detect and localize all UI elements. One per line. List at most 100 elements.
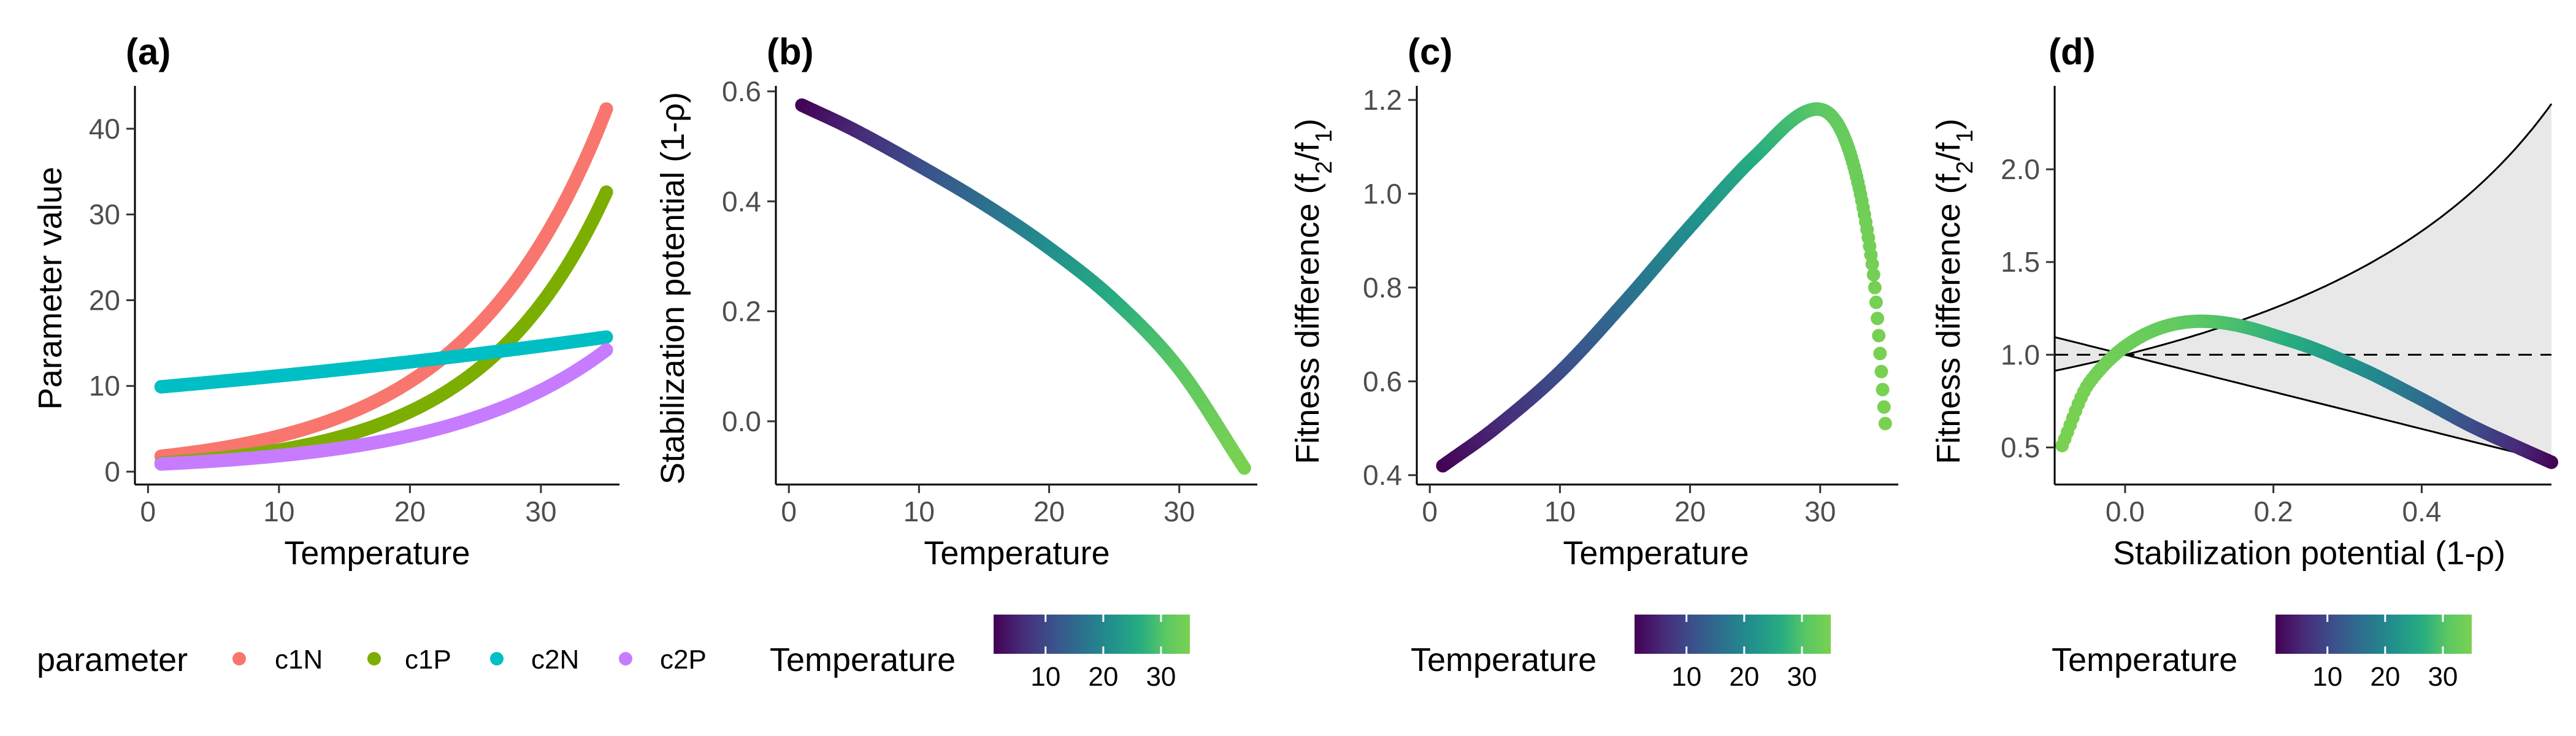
panel-b-colorbar-legend: Temperature 10 20 30 — [770, 615, 1190, 692]
panel-d-colorbar-tick-label: 30 — [2428, 662, 2458, 692]
panel-d-colorbar-tick-label: 10 — [2312, 662, 2342, 692]
panel-d-colorbar-tick-label: 20 — [2370, 662, 2400, 692]
panel-c-tag: (c) — [1408, 31, 1452, 72]
panel-a-y-tick-label: 30 — [89, 199, 120, 231]
data-point — [1872, 329, 1886, 343]
panel-d-x-tick-label: 0.4 — [2402, 496, 2441, 527]
panel-d-y-tick-label: 0.5 — [2001, 432, 2040, 464]
panel-d-x-tick-label: 0.2 — [2254, 496, 2293, 527]
panel-a-y-tick-label: 40 — [89, 113, 120, 145]
panel-c-colorbar — [1635, 615, 1831, 654]
panel-c-colorbar-legend: Temperature 10 20 30 — [1411, 615, 1831, 692]
panel-c-y-tick-label: 0.6 — [1363, 366, 1402, 397]
parameter-legend: parameter c1N c1P c2N c2P — [37, 642, 707, 678]
panel-c-colorbar-tick-label: 10 — [1671, 662, 1701, 692]
data-point — [1877, 400, 1891, 414]
series-c1N — [154, 102, 613, 463]
data-point — [1874, 364, 1888, 378]
panel-a-x-axis-title: Temperature — [284, 535, 470, 572]
panel-c-axes: 0 10 20 30 0.4 0.6 0.8 1.0 1.2 — [1363, 84, 1898, 527]
legend-key-c1P — [367, 652, 381, 665]
panel-b-x-tick-label: 20 — [1033, 496, 1065, 527]
panel-d-y-tick-label: 1.0 — [2001, 339, 2040, 370]
panel-d-tag: (d) — [2049, 31, 2096, 72]
panel-b-axes: 0 10 20 30 0.0 0.2 0.4 0.6 — [722, 75, 1257, 527]
panel-b-colorbar-title: Temperature — [770, 642, 956, 678]
panel-a-x-tick-label: 30 — [525, 496, 556, 527]
panel-b-plot-area — [795, 98, 1251, 475]
panel-c-colorbar-title: Temperature — [1411, 642, 1597, 678]
data-point — [1878, 416, 1892, 431]
panel-a-y-tick-label: 20 — [89, 284, 120, 316]
legend-label-c2P: c2P — [660, 645, 707, 675]
panel-a-tag: (a) — [126, 31, 171, 72]
parameter-legend-title: parameter — [37, 642, 188, 678]
panel-c-y-axis-title: Fitness difference (f2/f1) — [1289, 118, 1337, 464]
legend-key-c2P — [619, 652, 632, 665]
panel-b-y-tick-label: 0.4 — [722, 185, 761, 217]
panel-d-colorbar-legend: Temperature 10 20 30 — [2052, 615, 2472, 692]
upper-boundary-line — [2054, 103, 2553, 372]
data-point — [1868, 280, 1882, 294]
panel-d-y-axis-title: Fitness difference (f2/f1) — [1930, 118, 1978, 464]
panel-c-plot-area — [1436, 102, 1892, 473]
panel-c-y-tick-label: 0.8 — [1363, 272, 1402, 304]
panel-b-x-axis-title: Temperature — [924, 535, 1110, 572]
panel-a-y-tick-label: 0 — [104, 456, 120, 488]
panel-b-tag: (b) — [767, 31, 814, 72]
data-point — [1237, 461, 1251, 475]
panel-b-y-axis-title: Stabilization potential (1-ρ) — [654, 92, 691, 485]
data-point — [2055, 439, 2069, 453]
panel-a-x-tick-label: 0 — [140, 496, 156, 527]
panel-c-x-tick-label: 20 — [1674, 496, 1706, 527]
panel-b-colorbar-tick-label: 10 — [1030, 662, 1060, 692]
point-c1P — [599, 185, 613, 199]
panel-b-y-tick-label: 0.0 — [722, 405, 761, 437]
panel-c-y-tick-label: 1.0 — [1363, 178, 1402, 210]
panel-b-x-tick-label: 10 — [903, 496, 935, 527]
panel-c: (c) 0 10 20 30 0.4 0.6 0.8 1.0 1.2 Temperature F… — [1289, 31, 1898, 572]
legend-label-c1P: c1P — [405, 645, 451, 675]
panel-b-colorbar — [994, 615, 1190, 654]
panel-a-axes: 0 10 20 30 0 10 20 30 40 — [89, 86, 619, 527]
panel-b-x-tick-label: 30 — [1163, 496, 1195, 527]
panel-d-y-tick-label: 1.5 — [2001, 246, 2040, 278]
panel-a-y-tick-label: 10 — [89, 370, 120, 402]
panel-b-colorbar-tick-label: 20 — [1088, 662, 1118, 692]
panel-a-x-tick-label: 10 — [263, 496, 294, 527]
series-c2N — [154, 330, 613, 394]
panel-a-plot-area — [154, 102, 613, 471]
panel-c-x-tick-label: 30 — [1804, 496, 1836, 527]
legend-key-c1N — [232, 652, 246, 665]
panel-c-x-tick-label: 10 — [1544, 496, 1576, 527]
panel-c-y-tick-label: 1.2 — [1363, 84, 1402, 116]
data-point — [1873, 347, 1887, 361]
panel-b: (b) 0 10 20 30 0.0 0.2 0.4 0.6 Temperature Stab… — [654, 31, 1257, 572]
panel-d-y-tick-label: 2.0 — [2001, 153, 2040, 185]
panel-d: (d) 0.0 0.2 0.4 0.5 1.0 1.5 2.0 Stabilization … — [1930, 31, 2558, 572]
data-point — [1869, 295, 1883, 309]
panel-a: (a) 0 10 20 30 0 10 20 30 40 Temperature Paramet… — [32, 31, 619, 572]
data-point — [1865, 257, 1879, 271]
panel-d-colorbar — [2275, 615, 2472, 654]
panel-d-colorbar-title: Temperature — [2052, 642, 2237, 678]
panel-b-y-tick-label: 0.6 — [722, 75, 761, 107]
panel-d-x-axis-title: Stabilization potential (1-ρ) — [2113, 535, 2505, 572]
panel-c-x-axis-title: Temperature — [1563, 535, 1749, 572]
legend-label-c1N: c1N — [275, 645, 323, 675]
legend-label-c2N: c2N — [531, 645, 579, 675]
panel-a-x-tick-label: 20 — [394, 496, 426, 527]
panel-c-y-tick-label: 0.4 — [1363, 459, 1402, 491]
lower-boundary-line — [2054, 336, 2552, 462]
panel-d-axes: 0.0 0.2 0.4 0.5 1.0 1.5 2.0 — [2001, 86, 2551, 527]
panel-b-colorbar-tick-label: 30 — [1146, 662, 1176, 692]
panel-d-plot-area — [2054, 103, 2558, 469]
series-c2P — [154, 343, 613, 471]
panel-c-colorbar-tick-label: 20 — [1729, 662, 1759, 692]
panel-d-x-tick-label: 0.0 — [2106, 496, 2145, 527]
coexistence-region — [2055, 104, 2551, 462]
point-c1N — [599, 102, 613, 116]
legend-key-c2N — [490, 652, 504, 665]
panel-b-x-tick-label: 0 — [781, 496, 797, 527]
